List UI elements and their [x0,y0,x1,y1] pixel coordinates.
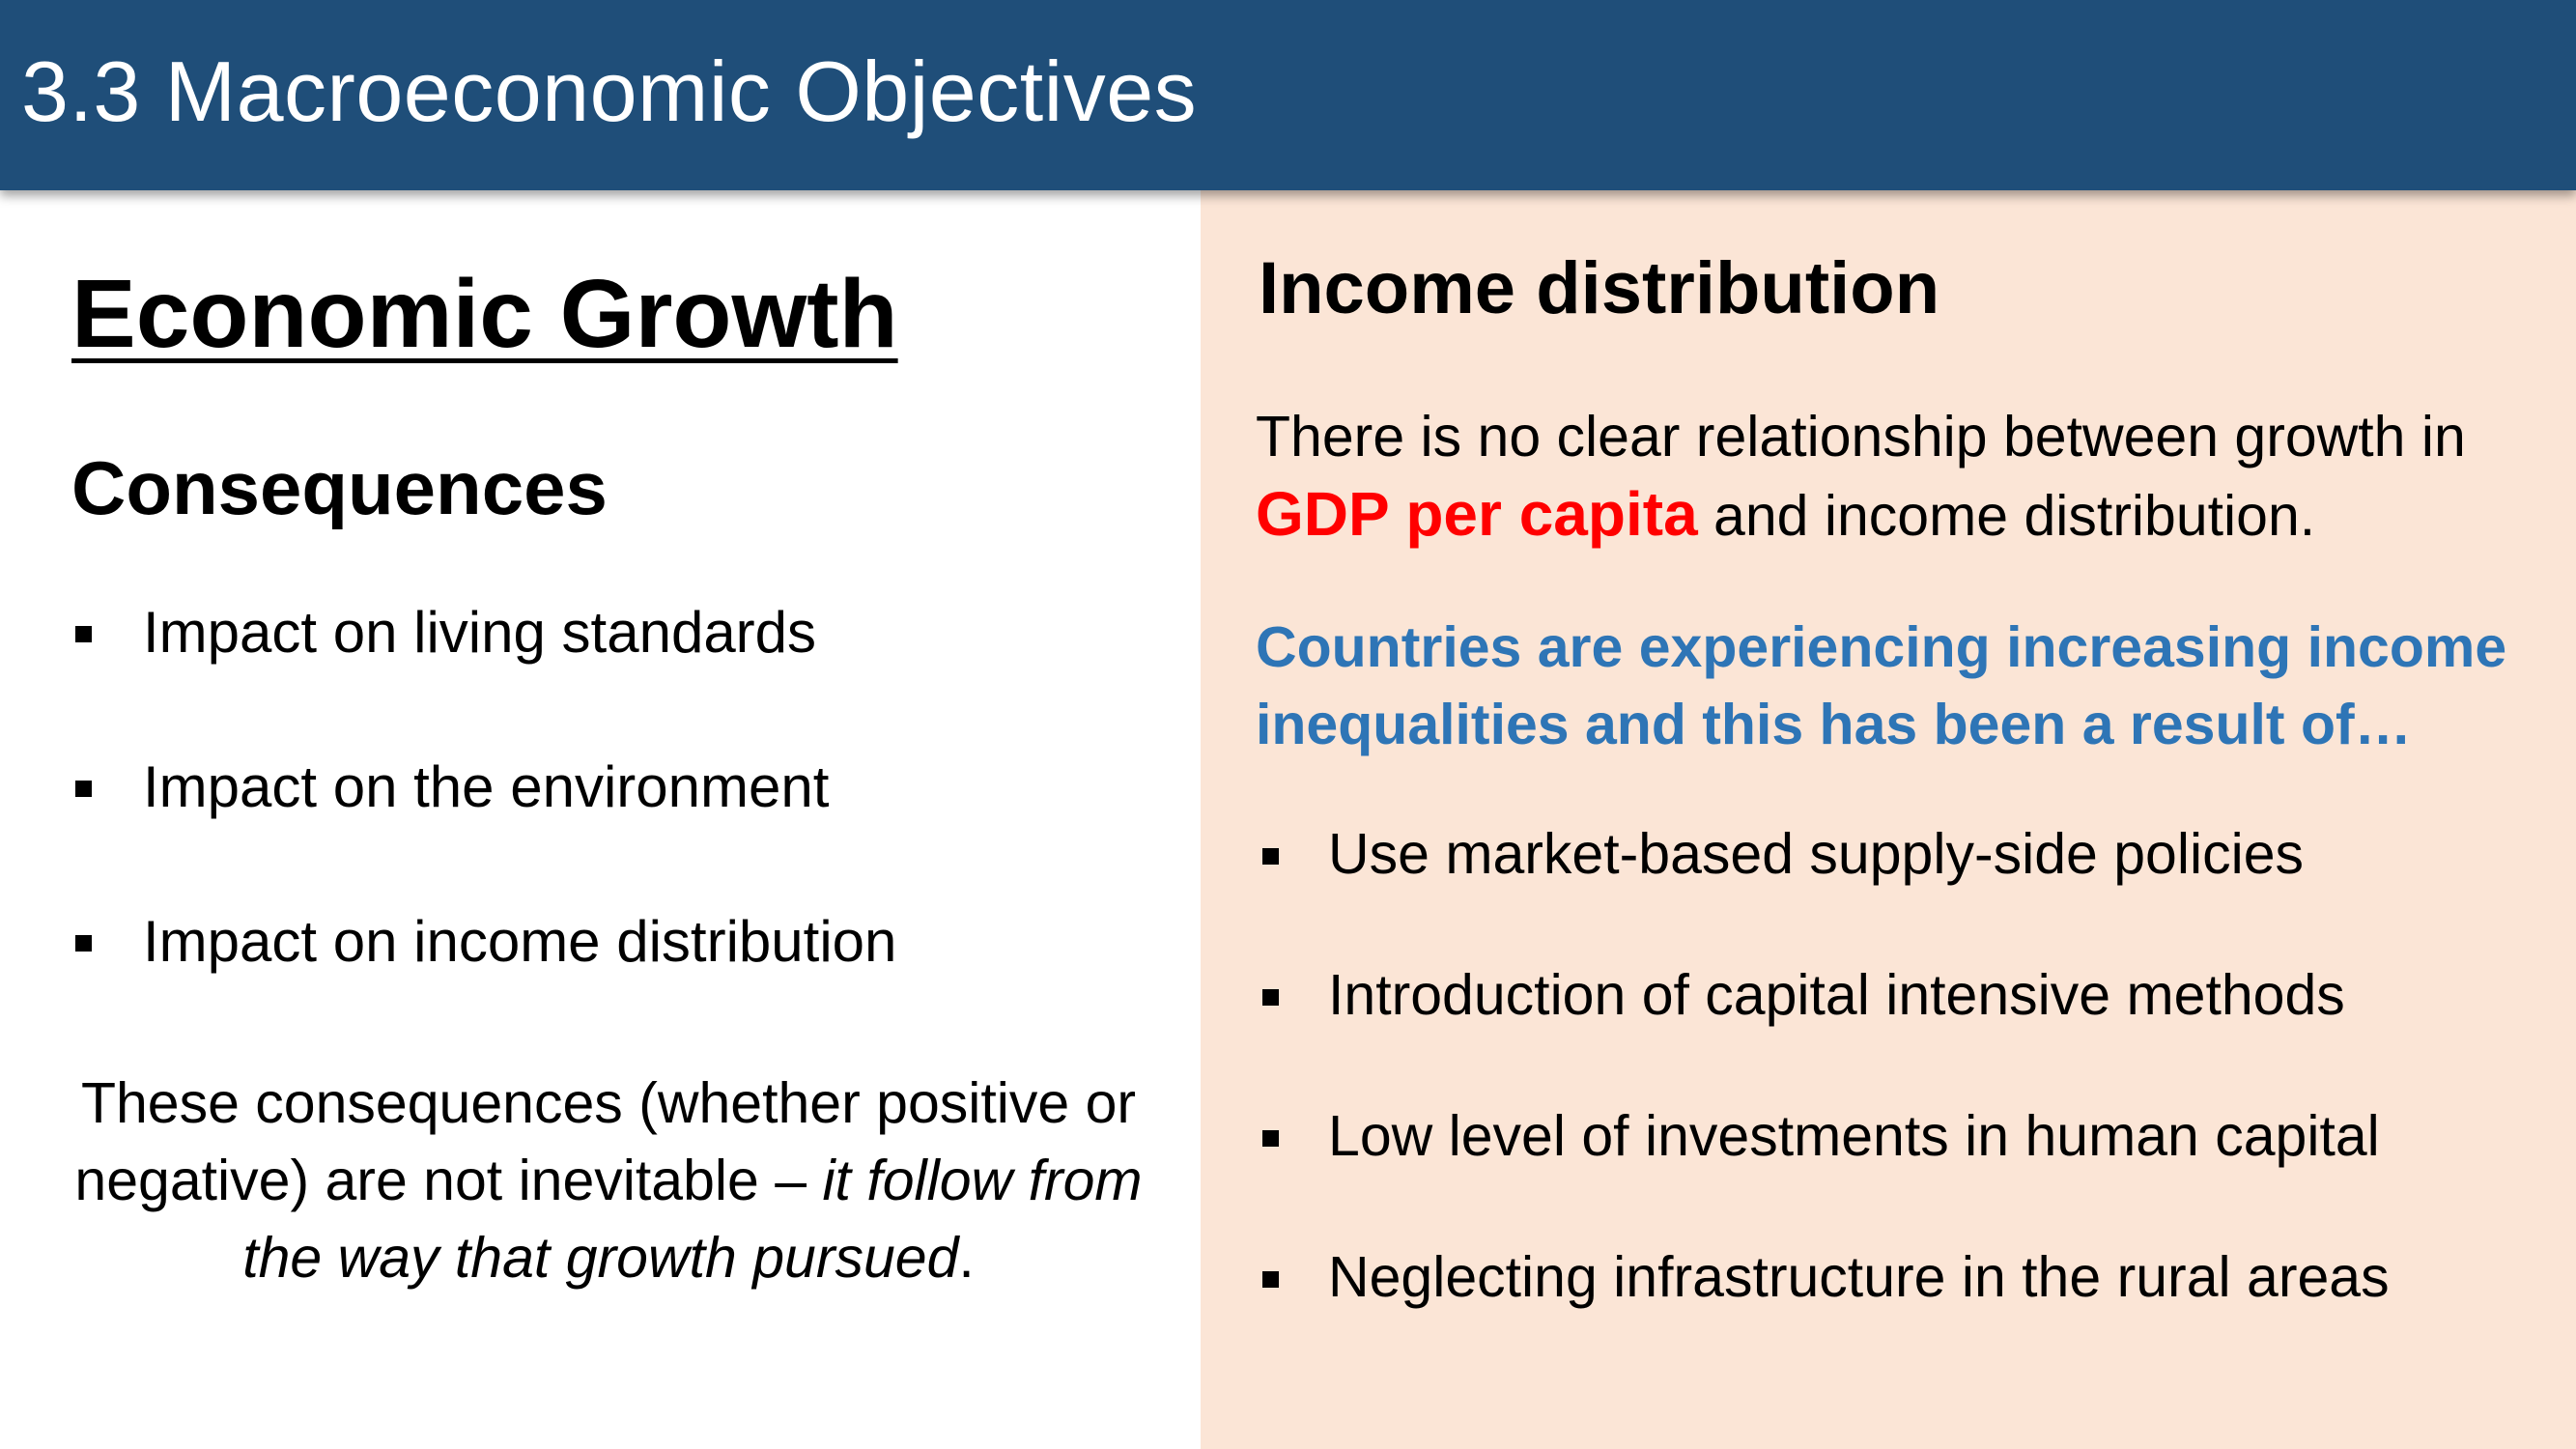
consequences-heading: Consequences [71,445,608,530]
list-item-text: Use market-based supply-side policies [1328,822,2305,886]
square-bullet-icon [1262,848,1279,865]
list-item-text: Neglecting infrastructure in the rural a… [1328,1245,2390,1309]
income-distribution-heading: Income distribution [1259,247,1940,329]
square-bullet-icon [1262,989,1279,1006]
relationship-paragraph: There is no clear relationship between g… [1256,398,2560,554]
consequences-note: These consequences (whether positive or … [58,1065,1159,1296]
title-bar: 3.3 Macroeconomic Objectives [0,0,2576,190]
note-text: These consequences (whether positive or … [74,1071,1137,1212]
list-item-text: Impact on the environment [143,754,830,819]
gdp-per-capita-highlight: GDP per capita [1256,479,1698,549]
note-end: . [958,1226,975,1290]
list-item-text: Low level of investments in human capita… [1328,1104,2380,1168]
note-italic-text: it follow from the way that growth pursu… [242,1149,1143,1290]
square-bullet-icon [1262,1271,1279,1288]
slide-title: 3.3 Macroeconomic Objectives [21,43,1198,139]
square-bullet-icon [1262,1130,1279,1147]
para-text-end: and income distribution. [1697,484,2316,548]
list-item-text: Introduction of capital intensive method… [1328,963,2345,1027]
right-panel [1201,190,2576,1449]
list-item-text: Impact on living standards [143,600,817,665]
para-text: There is no clear relationship between g… [1256,405,2466,469]
inequality-paragraph: Countries are experiencing increasing in… [1256,615,2507,756]
square-bullet-icon [75,626,92,642]
square-bullet-icon [75,935,92,952]
economic-growth-heading: Economic Growth [71,260,898,368]
square-bullet-icon [75,781,92,797]
list-item-text: Impact on income distribution [143,909,897,974]
